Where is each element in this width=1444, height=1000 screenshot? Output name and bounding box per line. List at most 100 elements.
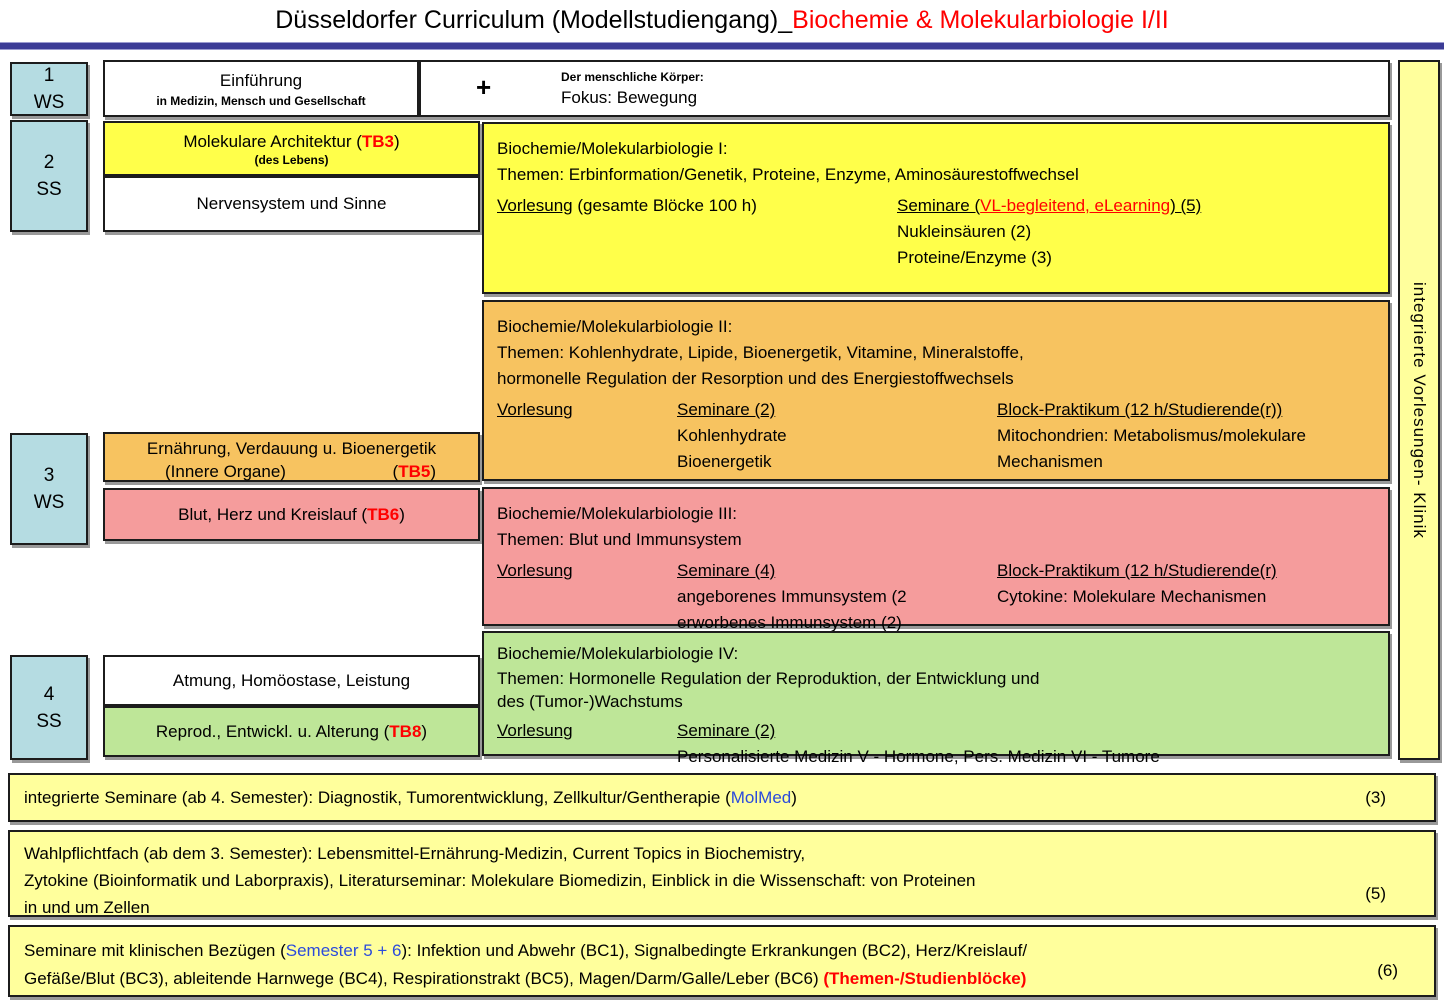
reprod-tb: TB8 [389,721,422,741]
bio3-praktikum-head: Block-Praktikum (12 h/Studierende(r) [997,561,1277,580]
box-molekulare-architektur: Molekulare Architektur (TB3) (des Lebens… [103,121,480,176]
ernaehrung-line2: (Innere Organe) (TB5) [105,460,478,483]
atmung-label: Atmung, Homöostase, Leistung [172,670,411,690]
bottom3-count: (6) [1377,961,1398,980]
reprod-label: Reprod., Entwickl. u. Alterung (TB8) [156,719,427,745]
bio3-seminare-head: Seminare (4) [677,561,776,580]
bio1-themen: Themen: Erbinformation/Genetik, Proteine… [497,165,1079,184]
mol-arch-text: Molekulare Architektur ( [183,131,362,151]
koerper-bottom: Fokus: Bewegung [561,88,698,107]
block-biochemie-1: Biochemie/Molekularbiologie I: Themen: E… [482,122,1390,294]
box-nervensystem: Nervensystem und Sinne [103,176,480,232]
bio1-vorlesung-head: Vorlesung [497,196,573,215]
bottom3-semester: Semester 5 + 6 [285,941,402,960]
bio2-praktikum-col: Block-Praktikum (12 h/Studierende(r)) Mi… [997,397,1306,475]
box-ernaehrung: Ernährung, Verdauung u. Bioenergetik (In… [103,432,480,482]
bio2-title: Biochemie/Molekularbiologie II: [497,317,733,336]
bio1-seminare-head: Seminare (VL-begleitend, eLearning) (5) [897,193,1201,219]
bottom1-molmed: MolMed [730,787,792,807]
bio4-seminare-head: Seminare (2) [677,721,776,740]
ernaehrung-organ-label: (Innere Organe) [165,462,286,481]
mol-arch-sub: (des Lebens) [254,152,329,167]
bottom3-red: (Themen-/Studienblöcke) [823,969,1027,988]
bio2-praktikum-item: Mitochondrien: Metabolismus/molekulare [997,426,1306,445]
bio4-seminare-col: Seminare (2) Personalisierte Medizin V -… [677,718,1160,770]
bio4-vorlesung-head: Vorlesung [497,721,573,740]
bio2-seminare-head: Seminare (2) [677,400,776,419]
title-red: Biochemie & Molekularbiologie I/II [792,6,1169,34]
page-title: Düsseldorfer Curriculum (Modellstudienga… [0,6,1444,35]
bottom2-count: (5) [1365,884,1386,903]
bio3-seminare-col: Seminare (4) angeborenes Immunsystem (2 … [677,558,907,636]
semester-number: 3 [43,465,55,486]
semester-term: SS [36,710,62,732]
semester-term: SS [36,179,62,200]
integrierte-seminare-text: integrierte Seminare (ab 4. Semester): D… [24,788,797,808]
bottom1-post: ) [791,787,797,807]
box-menschlicher-koerper: + Der menschliche Körper: Fokus: Bewegun… [419,60,1390,117]
bio4-themen1: Themen: Hormonelle Regulation der Reprod… [497,669,1040,688]
bio3-vorlesung-head: Vorlesung [497,561,573,580]
box-einfuehrung: Einführung in Medizin, Mensch und Gesell… [103,60,419,117]
semester-4-ss-box: 4 SS [10,655,88,760]
bottom1-pre: integrierte Seminare (ab 4. Semester): D… [24,787,731,807]
bio1-vorlesung-rest: (gesamte Blöcke 100 h) [572,196,757,215]
box-atmung: Atmung, Homöostase, Leistung [103,655,480,706]
bio2-praktikum-item: Mechanismen [997,452,1103,471]
row-wahlpflichtfach: Wahlpflichtfach (ab dem 3. Semester): Le… [8,830,1436,917]
bio3-seminar-item: erworbenes Immunsystem (2) [677,613,902,632]
bio2-themen1: Themen: Kohlenhydrate, Lipide, Bioenerge… [497,343,1024,362]
title-black: Düsseldorfer Curriculum (Modellstudienga… [275,6,793,34]
mol-arch-tb: TB3 [361,131,395,151]
blut-close: ) [399,504,405,524]
sidebar-label: integrierte Vorlesungen- Klinik [1410,281,1429,539]
bio4-themen2: des (Tumor-)Wachstums [497,692,683,711]
semester-number: 1 [43,65,55,86]
nervensystem-label: Nervensystem und Sinne [196,194,387,213]
semester-1-ws-box: 1 WS [10,62,88,116]
einfuehrung-sub: in Medizin, Mensch und Gesellschaft [156,94,366,108]
bio1-seminar-item: Proteine/Enzyme (3) [897,248,1052,267]
bio4-title: Biochemie/Molekularbiologie IV: [497,644,739,663]
bio3-praktikum-col: Block-Praktikum (12 h/Studierende(r) Cyt… [997,558,1277,610]
blut-text: Blut, Herz und Kreislauf ( [178,504,368,524]
bio2-praktikum-head: Block-Praktikum (12 h/Studierende(r)) [997,400,1283,419]
klinische-line1: Seminare mit klinischen Bezügen (Semeste… [24,937,1420,965]
bio4-seminar-item: Personalisierte Medizin V - Hormone, Per… [677,747,1160,766]
bottom3-line2: Gefäße/Blut (BC3), ableitende Harnwege (… [24,969,824,988]
bio3-themen: Themen: Blut und Immunsystem [497,530,742,549]
semester-term: WS [33,492,65,513]
title-divider-rule [0,42,1444,50]
tb-code: TB5 [398,462,431,481]
bio2-seminare-col: Seminare (2) Kohlenhydrate Bioenergetik [677,397,787,475]
semester-term: WS [33,92,65,113]
bio3-title: Biochemie/Molekularbiologie III: [497,504,738,523]
bio2-vorlesung-head: Vorlesung [497,400,573,419]
reprod-close: ) [421,721,428,741]
bio1-vorlesung: Vorlesung (gesamte Blöcke 100 h) [497,193,757,219]
bio1-seminar-item: Nukleinsäuren (2) [897,222,1032,241]
tb-close: ) [430,462,436,481]
bio1-seminare-red: VL-begleitend, eLearning [980,196,1171,215]
block-biochemie-3: Biochemie/Molekularbiologie III: Themen:… [482,487,1390,632]
bio1-seminare-pre: Seminare ( [897,196,981,215]
ernaehrung-line1: Ernährung, Verdauung u. Bioenergetik [146,439,437,458]
reprod-text: Reprod., Entwickl. u. Alterung ( [155,721,390,741]
sidebar-integrierte-vorlesungen: integrierte Vorlesungen- Klinik [1398,60,1440,760]
einfuehrung-main: Einführung [219,71,303,90]
block-biochemie-2: Biochemie/Molekularbiologie II: Themen: … [482,300,1390,481]
wahlpflichtfach-line1: Wahlpflichtfach (ab dem 3. Semester): Le… [24,844,806,863]
bio1-seminare-col: Seminare (VL-begleitend, eLearning) (5) … [897,193,1201,271]
bio2-seminar-item: Kohlenhydrate [677,426,787,445]
semester-3-ws-box: 3 WS [10,433,88,545]
semester-number: 4 [43,683,55,705]
wahlpflichtfach-line2: Zytokine (Bioinformatik und Laborpraxis)… [24,871,976,890]
box-blut-herz-kreislauf: Blut, Herz und Kreislauf (TB6) [103,488,480,541]
bio3-praktikum-item: Cytokine: Molekulare Mechanismen [997,587,1267,606]
mol-arch-close: ) [394,131,400,151]
row-seminare-klinische-bezuege: Seminare mit klinischen Bezügen (Semeste… [8,925,1436,997]
bottom1-count: (3) [1365,787,1386,807]
blut-label: Blut, Herz und Kreislauf (TB6) [178,502,405,528]
bio2-themen2: hormonelle Regulation der Resorption und… [497,369,1014,388]
